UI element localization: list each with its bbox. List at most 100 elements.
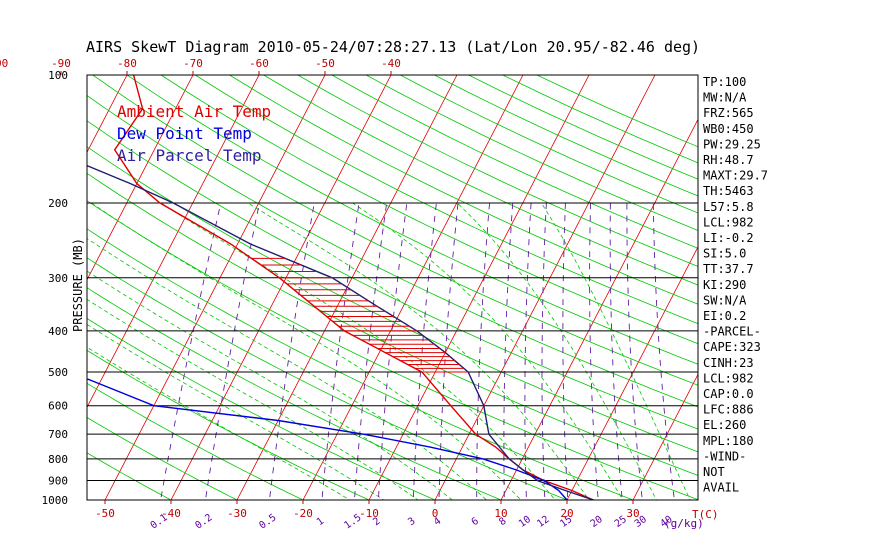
- isotherm-line: [87, 75, 194, 281]
- bottom-temp-tick-label: -40: [161, 507, 181, 520]
- plot-frame: [86, 74, 699, 501]
- dry-adiabat: [87, 416, 238, 500]
- dry-adiabat: [365, 75, 698, 231]
- isotherm-line: [170, 75, 392, 500]
- mixing-ratio-line: [412, 202, 437, 500]
- top-temp-tick-label: -80: [117, 57, 137, 70]
- moist-adiabat: [87, 237, 488, 500]
- isotherm-line: [87, 75, 260, 409]
- dry-adiabat: [263, 75, 698, 286]
- mixing-ratio-line: [377, 202, 408, 500]
- index-label: KI:290: [703, 278, 746, 292]
- top-temp-tick-label: -40: [381, 57, 401, 70]
- index-label: CAPE:323: [703, 340, 761, 354]
- legend: Ambient Air Temp Dew Point Temp Air Parc…: [117, 102, 271, 165]
- index-label: MPL:180: [703, 434, 754, 448]
- mixing-ratio-tick-label: 10: [517, 514, 533, 530]
- isotherm-line: [765, 75, 870, 500]
- mixing-ratio-line: [268, 202, 315, 500]
- index-label: LCL:982: [703, 371, 754, 385]
- index-label: TT:37.7: [703, 262, 754, 276]
- mixing-ratio-line: [438, 202, 459, 500]
- bottom-temp-tick-label: 20: [560, 507, 573, 520]
- isotherm-line: [302, 75, 524, 500]
- isotherm-line: [368, 75, 590, 500]
- moist-adiabat: [352, 202, 624, 500]
- dry-adiabat: [229, 75, 698, 305]
- dry-adiabat: [87, 146, 698, 453]
- dry-adiabat: [92, 75, 698, 386]
- mixing-ratio-line: [204, 202, 260, 500]
- mixing-ratio-line: [321, 202, 360, 500]
- index-label: RH:48.7: [703, 153, 754, 167]
- bottom-temp-tick-label: 30: [626, 507, 639, 520]
- dry-adiabat: [87, 94, 698, 408]
- mixing-ratio-line: [541, 202, 547, 500]
- mixing-ratio-tick-label: 0.5: [257, 512, 278, 531]
- dry-adiabat: [195, 75, 698, 325]
- legend-ambient-air-temp: Ambient Air Temp: [117, 102, 271, 121]
- legend-air-parcel-temp: Air Parcel Temp: [117, 146, 262, 165]
- bottom-temp-tick-label: -30: [227, 507, 247, 520]
- ambient-air-temp-line: [113, 75, 594, 500]
- mixing-ratio-tick-label: 20: [589, 514, 605, 530]
- moist-adiabat: [87, 298, 419, 500]
- dew-point-temp-line: [87, 378, 568, 500]
- isotherm-line: [566, 246, 698, 500]
- index-label: MAXT:29.7: [703, 169, 768, 183]
- mixing-ratio-tick-label: 3: [406, 516, 417, 528]
- index-label: SW:N/A: [703, 293, 747, 307]
- index-label: CAP:0.0: [703, 387, 754, 401]
- mixing-ratio-line: [626, 202, 643, 500]
- pressure-tick-label: 400: [48, 325, 68, 338]
- mixing-ratio-tick-label: 2: [371, 516, 382, 528]
- mixing-ratio-line: [160, 202, 222, 500]
- dry-adiabat: [160, 75, 698, 345]
- bottom-temp-tick-label: -50: [95, 507, 115, 520]
- top-temp-tick-label: -60: [249, 57, 269, 70]
- dry-adiabat: [468, 75, 698, 180]
- temp-unit-label: T(C): [692, 508, 719, 521]
- isotherm-line: [632, 373, 698, 500]
- bottom-temp-tick-label: -10: [359, 507, 379, 520]
- moist-adiabat: [247, 202, 590, 500]
- legend-dew-point-temp: Dew Point Temp: [117, 124, 252, 143]
- pressure-tick-label: 300: [48, 272, 68, 285]
- index-label: TH:5463: [703, 184, 754, 198]
- mixing-ratio-line: [353, 202, 388, 500]
- index-label: WB0:450: [703, 122, 754, 136]
- dry-adiabat: [87, 452, 172, 500]
- pressure-tick-label: 200: [48, 197, 68, 210]
- dry-adiabat: [400, 75, 698, 214]
- dry-adiabat: [87, 228, 635, 500]
- pressure-tick-label: 1000: [42, 494, 69, 507]
- mixing-ratio-tick-label: 6: [470, 516, 481, 528]
- index-label: -PARCEL-: [703, 325, 761, 339]
- top-temp-tick-label: -70: [183, 57, 203, 70]
- top-temp-tick-label: -90: [51, 57, 71, 70]
- profile-curves: [87, 75, 594, 500]
- index-label: CINH:23: [703, 356, 754, 370]
- bottom-temp-tick-label: -20: [293, 507, 313, 520]
- chart-title: AIRS SkewT Diagram 2010-05-24/07:28:27.1…: [86, 38, 700, 56]
- pressure-tick-label: 700: [48, 428, 68, 441]
- dry-adiabat: [87, 257, 569, 500]
- index-label: EI:0.2: [703, 309, 746, 323]
- mixing-ratio-line: [652, 202, 675, 500]
- index-label: LI:-0.2: [703, 231, 754, 245]
- top-temp-tick-label: -100: [0, 57, 8, 70]
- dry-adiabat: [87, 287, 503, 500]
- mixing-ratio-line: [589, 202, 599, 500]
- mixing-ratio-tick-label: 0.2: [193, 512, 214, 531]
- pressure-tick-label: 600: [48, 400, 68, 413]
- pressure-tick-label: 100: [48, 69, 68, 82]
- moist-adiabat: [160, 202, 556, 500]
- moist-adiabat: [456, 202, 658, 500]
- isotherm-line: [87, 75, 128, 154]
- mixing-ratio-tick-label: 12: [535, 514, 551, 530]
- index-label: PW:29.25: [703, 137, 761, 151]
- pressure-tick-label: 900: [48, 475, 68, 488]
- index-label: LFC:886: [703, 403, 754, 417]
- dry-adiabat: [297, 75, 698, 267]
